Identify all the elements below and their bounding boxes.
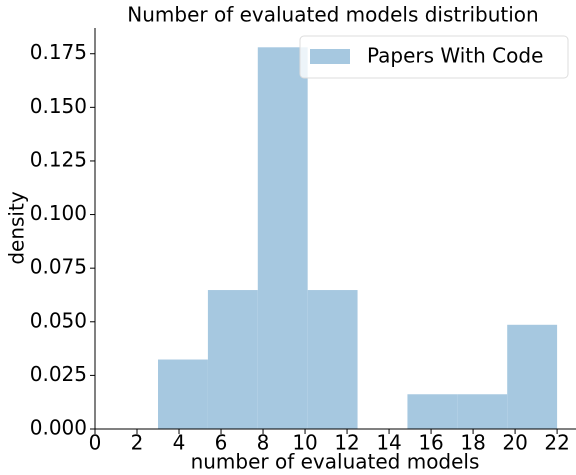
y-axis-label: density: [5, 191, 29, 264]
y-tick-label: 0.050: [30, 308, 87, 332]
y-tick-label: 0.000: [30, 416, 87, 440]
x-tick-label: 14: [376, 431, 401, 455]
y-tick-label: 0.025: [30, 362, 87, 386]
x-tick-label: 6: [215, 431, 228, 455]
y-tick-label: 0.150: [30, 94, 87, 118]
bar: [457, 394, 508, 429]
x-tick-label: 8: [257, 431, 270, 455]
bar: [158, 359, 208, 429]
x-tick-label: 16: [418, 431, 443, 455]
y-tick-label: 0.100: [30, 201, 87, 225]
chart-title: Number of evaluated models distribution: [127, 3, 538, 27]
x-tick-label: 12: [334, 431, 359, 455]
x-tick-label: 2: [131, 431, 144, 455]
bar: [307, 290, 358, 429]
bar: [407, 394, 458, 429]
x-tick-label: 22: [544, 431, 569, 455]
y-tick-label: 0.125: [30, 147, 87, 171]
legend-box: [299, 35, 569, 79]
x-tick-label: 4: [173, 431, 186, 455]
legend-swatch: [310, 49, 350, 64]
bar: [507, 324, 558, 429]
x-tick-label: 0: [89, 431, 102, 455]
y-tick-label: 0.175: [30, 40, 87, 64]
x-axis-label: number of evaluated models: [191, 450, 480, 474]
bar: [207, 290, 258, 429]
bar: [257, 47, 308, 429]
legend-label: Papers With Code: [367, 44, 543, 68]
y-tick-label: 0.075: [30, 255, 87, 279]
x-tick-label: 18: [460, 431, 485, 455]
x-tick-label: 20: [502, 431, 527, 455]
x-tick-label: 10: [292, 431, 317, 455]
